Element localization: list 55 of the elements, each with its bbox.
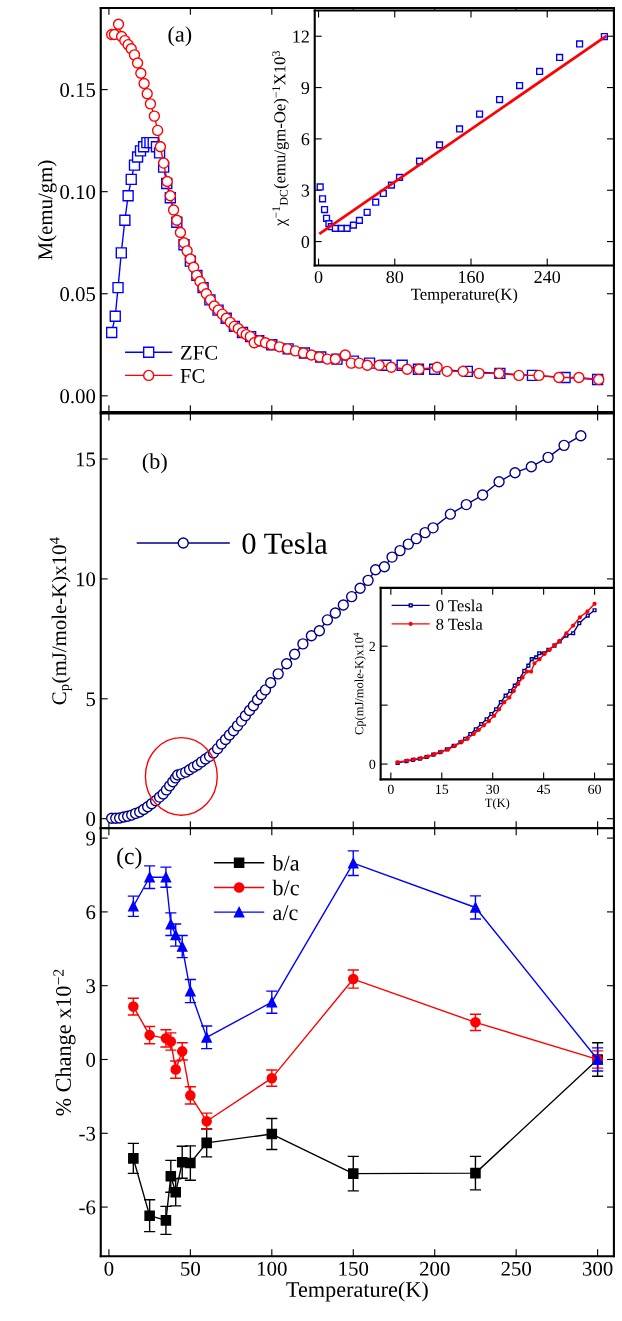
legend-label: 0 Tesla xyxy=(242,532,328,554)
y-tick-label: -3 xyxy=(79,1126,96,1141)
y-tick-label: 5 xyxy=(86,692,96,707)
y-tick-label: 15 xyxy=(76,452,96,467)
x-axis-title: Temperature(K) xyxy=(411,288,518,304)
legend-label: 8 Tesla xyxy=(436,618,483,630)
y-tick-label: 9 xyxy=(301,81,310,95)
annotation: (c) xyxy=(117,847,142,869)
y-tick-label: 3 xyxy=(86,979,96,994)
x-tick-label: 0 xyxy=(387,784,394,795)
y-tick-label: 12 xyxy=(293,30,309,43)
y-axis-title: C$_{p}$(mJ/mole-K)x10$^{4}$ xyxy=(49,537,73,705)
x-tick-label: 150 xyxy=(339,1261,369,1276)
x-tick-label: 60 xyxy=(588,784,601,795)
y-tick-label: 9 xyxy=(86,831,96,846)
y-tick-label: 3 xyxy=(301,184,310,197)
y-tick-label: 0.15 xyxy=(60,82,96,98)
y-tick-label: 0 xyxy=(86,812,96,827)
y-axis-title: Cp(mJ/mole-K)x10$^{4}$ xyxy=(353,632,366,735)
y-tick-label: 0 xyxy=(301,235,310,249)
legend-label: b/a xyxy=(272,855,300,871)
legend-label: a/c xyxy=(273,905,298,921)
y-tick-label: 2 xyxy=(369,641,376,652)
y-tick-label: 6 xyxy=(86,905,96,920)
y-tick-label: 0.10 xyxy=(60,185,96,200)
x-tick-label: 30 xyxy=(486,784,500,795)
legend-label: b/c xyxy=(272,879,299,896)
y-tick-label: 0.05 xyxy=(60,287,96,302)
y-axis-title: M(emu/gm) xyxy=(37,160,57,260)
x-axis-title: T(K) xyxy=(485,798,510,810)
y-tick-label: -6 xyxy=(79,1200,96,1215)
x-axis-title: Temperature(K) xyxy=(286,1281,428,1302)
annotation: (b) xyxy=(142,453,167,474)
x-tick-label: 0 xyxy=(104,1261,114,1276)
x-tick-label: 250 xyxy=(501,1261,531,1276)
legend-label: FC xyxy=(180,368,205,383)
y-axis-title: χ$^{−1}$$_{DC}$(emu/gm-Oe)$^{−1}$X10$^{3}$ xyxy=(272,51,289,226)
y-tick-label: 10 xyxy=(76,572,96,587)
x-tick-label: 100 xyxy=(258,1261,287,1276)
legend-label: ZFC xyxy=(180,345,217,360)
y-axis-title: % Change x10$^{−2}$ xyxy=(53,969,76,1116)
x-tick-label: 45 xyxy=(536,784,551,795)
y-tick-label: 6 xyxy=(301,133,310,146)
y-tick-label: 0 xyxy=(86,1052,96,1067)
legend-label: 0 Tesla xyxy=(436,599,483,612)
x-tick-label: 0 xyxy=(314,270,323,284)
y-tick-label: 0.00 xyxy=(60,389,96,404)
x-tick-label: 15 xyxy=(436,784,449,795)
x-tick-label: 160 xyxy=(459,270,484,284)
x-tick-label: 50 xyxy=(181,1261,200,1276)
x-tick-label: 300 xyxy=(582,1261,613,1276)
x-tick-label: 200 xyxy=(420,1261,450,1276)
x-tick-label: 240 xyxy=(534,270,561,284)
annotation: (a) xyxy=(168,26,192,47)
x-tick-label: 80 xyxy=(386,270,404,284)
